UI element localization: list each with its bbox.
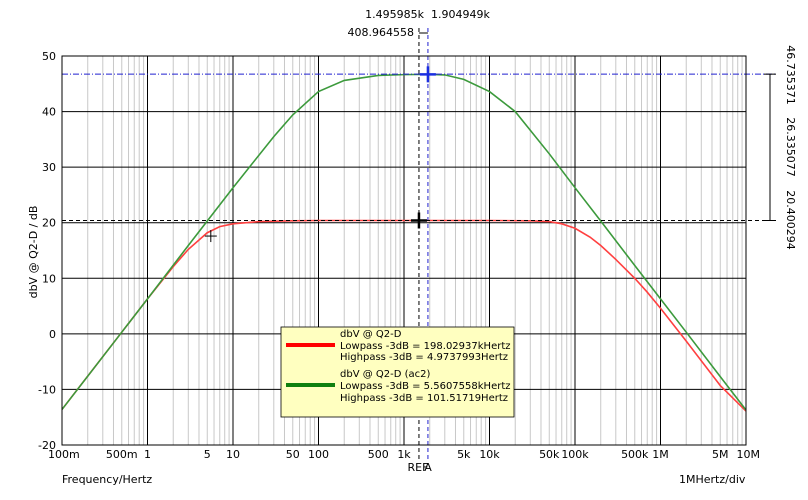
cursor-marker	[204, 230, 217, 243]
y-tick-label: 10	[42, 272, 56, 285]
plot-frame	[61, 55, 747, 446]
a-x-readout: 1.904949k	[431, 8, 490, 21]
ref-y-readout: 20.400294	[784, 190, 797, 250]
delta-x-readout: 408.964558	[348, 26, 414, 39]
x-tick-label: 10M	[737, 448, 761, 461]
x-tick-label: 5M	[712, 448, 729, 461]
x-tick-label: 500m	[106, 448, 138, 461]
y-tick-label: 20	[42, 217, 56, 230]
legend-series-2-highpass: Highpass -3dB = 101.51719Hertz	[340, 393, 508, 404]
x-tick-label: 50k	[539, 448, 560, 461]
x-tick-label: 5k	[457, 448, 471, 461]
y-tick-label: -10	[38, 383, 56, 396]
x-tick-label: 100m	[48, 448, 80, 461]
x-axis-label: Frequency/Hertz	[62, 473, 152, 486]
x-tick-label: 50	[286, 448, 300, 461]
legend-series-1-highpass: Highpass -3dB = 4.9737993Hertz	[340, 352, 508, 363]
x-div-label: 1MHertz/div	[679, 473, 746, 486]
cursor-marker	[419, 66, 436, 83]
x-tick-label: 100k	[561, 448, 589, 461]
x-tick-label: 1M	[652, 448, 669, 461]
ref-cursor-label: REF	[408, 461, 429, 474]
x-tick-label: 10k	[479, 448, 500, 461]
x-tick-label: 100	[308, 448, 329, 461]
y-tick-label: 40	[42, 106, 56, 119]
legend-series-2-name: dbV @ Q2-D (ac2)	[340, 369, 431, 380]
legend: dbV @ Q2-D Lowpass -3dB = 198.02937kHert…	[280, 326, 515, 418]
cursor-marker	[410, 212, 427, 229]
x-tick-label: 1k	[397, 448, 411, 461]
y-tick-label: -20	[38, 439, 56, 452]
a-y-readout: 46.735371	[784, 45, 797, 105]
y-axis-label: dbV @ Q2-D / dB	[27, 206, 40, 299]
legend-series-2-lowpass: Lowpass -3dB = 5.5607558kHertz	[340, 381, 511, 392]
x-tick-label: 10	[226, 448, 240, 461]
x-tick-label: 5	[204, 448, 211, 461]
y-tick-label: 50	[42, 50, 56, 63]
delta-y-readout: 26.335077	[784, 117, 797, 177]
a-cursor-label: A	[424, 461, 432, 474]
y-tick-label: 30	[42, 161, 56, 174]
x-tick-label: 500	[368, 448, 389, 461]
legend-series-1-name: dbV @ Q2-D	[340, 329, 402, 340]
y-tick-label: 0	[49, 328, 56, 341]
legend-series-1-lowpass: Lowpass -3dB = 198.02937kHertz	[340, 341, 511, 352]
x-tick-label: 500k	[621, 448, 649, 461]
x-tick-label: 1	[144, 448, 151, 461]
ref-x-readout: 1.495985k	[365, 8, 424, 21]
